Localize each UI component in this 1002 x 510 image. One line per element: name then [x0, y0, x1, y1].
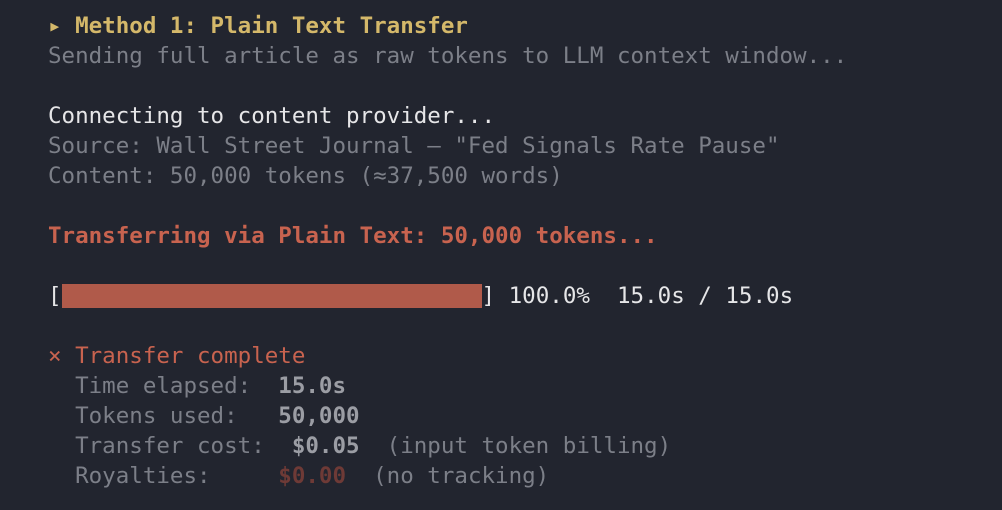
progress-fill: [61, 284, 482, 308]
result-cost: Transfer cost: $0.05 (input token billin…: [75, 433, 672, 459]
result-tokens: Tokens used: 50,000: [75, 403, 360, 429]
progress-time: 15.0s / 15.0s: [617, 283, 794, 309]
progress-percent: 100.0%: [508, 283, 590, 309]
connect-status: Connecting to content provider...: [48, 103, 496, 129]
terminal-output: ▸ Method 1: Plain Text Transfer Sending …: [48, 11, 847, 491]
result-heading: × Transfer complete: [48, 343, 306, 369]
result-time: Time elapsed: 15.0s: [75, 373, 347, 399]
x-mark-icon: ×: [48, 343, 62, 369]
method-heading: ▸ Method 1: Plain Text Transfer: [48, 13, 468, 39]
result-royalties: Royalties: $0.00 (no tracking): [75, 463, 550, 489]
progress-bar: [61, 284, 482, 308]
progress-line: [] 100.0% 15.0s / 15.0s: [48, 283, 794, 309]
triangle-right-icon: ▸: [48, 13, 62, 39]
source-line: Source: Wall Street Journal — "Fed Signa…: [48, 133, 780, 159]
content-line: Content: 50,000 tokens (≈37,500 words): [48, 163, 563, 189]
method-subtitle: Sending full article as raw tokens to LL…: [48, 43, 848, 69]
transfer-status: Transferring via Plain Text: 50,000 toke…: [48, 223, 658, 249]
